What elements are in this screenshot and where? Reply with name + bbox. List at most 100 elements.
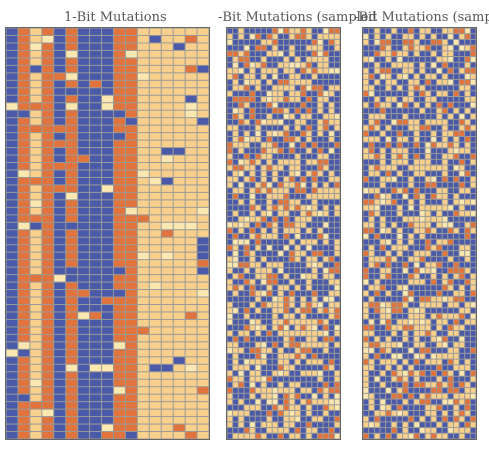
grid-cell [113, 163, 125, 170]
grid-cell [420, 319, 425, 325]
grid-cell [137, 319, 149, 327]
grid-cell [380, 319, 386, 325]
grid-cell [420, 194, 425, 199]
grid-cell [459, 416, 465, 422]
grid-cell [453, 399, 459, 405]
grid-cell [255, 136, 261, 142]
grid-cell [272, 216, 278, 222]
grid-cell [197, 95, 209, 103]
grid-cell [334, 279, 340, 285]
grid-cell [386, 222, 391, 228]
grid-cell [397, 194, 403, 199]
grid-cell [453, 91, 459, 96]
grid-cell [173, 148, 185, 155]
grid-cell [374, 393, 380, 399]
grid-cell [261, 125, 267, 131]
grid-cell [414, 182, 419, 188]
grid-cell [386, 62, 391, 68]
grid-cell [442, 68, 448, 74]
grid-cell [470, 393, 476, 399]
grid-cell [403, 142, 408, 148]
grid-cell [414, 39, 419, 45]
grid-cell [442, 62, 448, 68]
grid-cell [329, 313, 334, 319]
grid-cell [334, 131, 340, 136]
grid-cell [255, 376, 261, 382]
grid-cell [363, 342, 369, 348]
grid-cell [374, 279, 380, 285]
grid-cell [363, 393, 369, 399]
grid-cell [386, 273, 391, 279]
grid-cell [284, 159, 289, 165]
grid-cell [369, 291, 374, 296]
grid-cell [238, 28, 244, 34]
grid-cell [66, 192, 78, 200]
grid-cell [227, 102, 233, 108]
grid-cell [436, 205, 442, 211]
grid-cell [363, 388, 369, 393]
grid-cell [125, 28, 137, 35]
grid-cell [403, 34, 408, 39]
grid-cell [161, 417, 173, 424]
grid-cell [436, 136, 442, 142]
grid-cell [459, 114, 465, 119]
grid-cell [278, 388, 283, 393]
grid-cell [425, 159, 431, 165]
grid-cell [18, 103, 30, 110]
grid-cell [161, 207, 173, 215]
grid-cell [300, 268, 306, 273]
grid-cell [363, 302, 369, 308]
grid-cell [244, 51, 250, 57]
grid-cell [374, 79, 380, 85]
grid-cell [391, 428, 397, 433]
grid-cell [30, 342, 42, 349]
grid-cell [238, 319, 244, 325]
grid-cell [30, 304, 42, 312]
grid-cell [261, 251, 267, 256]
grid-cell [453, 228, 459, 233]
grid-cell [227, 308, 233, 313]
grid-cell [470, 308, 476, 313]
grid-cell [453, 142, 459, 148]
grid-cell [414, 125, 419, 131]
grid-cell [161, 43, 173, 50]
grid-cell [312, 188, 317, 194]
grid-cell [459, 148, 465, 154]
grid-cell [78, 334, 90, 342]
grid-cell [102, 222, 113, 230]
grid-cell [442, 308, 448, 313]
grid-cell [442, 239, 448, 245]
grid-cell [442, 199, 448, 205]
grid-cell [272, 228, 278, 233]
grid-cell [323, 28, 329, 34]
grid-cell [250, 376, 255, 382]
grid-cell [431, 57, 436, 62]
grid-cell [414, 313, 419, 319]
grid-cell [448, 410, 453, 416]
grid-cell [125, 282, 137, 290]
grid-cell [78, 357, 90, 364]
grid-cell [295, 359, 300, 365]
grid-cell [90, 148, 102, 155]
grid-cell [442, 376, 448, 382]
grid-cell [323, 291, 329, 296]
grid-cell [261, 313, 267, 319]
grid-cell [102, 319, 113, 327]
grid-cell [317, 148, 323, 154]
grid-cell [442, 342, 448, 348]
grid-cell [397, 85, 403, 91]
grid-cell [374, 422, 380, 428]
grid-cell [227, 336, 233, 342]
grid-cell [425, 359, 431, 365]
grid-cell [363, 371, 369, 376]
grid-cell [386, 74, 391, 79]
grid-cell [278, 222, 283, 228]
grid-cell [113, 342, 125, 349]
grid-cell [391, 68, 397, 74]
grid-cell [363, 285, 369, 291]
grid-cell [312, 182, 317, 188]
grid-cell [453, 34, 459, 39]
grid-cell [386, 85, 391, 91]
grid-cell [227, 245, 233, 251]
grid-cell [312, 376, 317, 382]
